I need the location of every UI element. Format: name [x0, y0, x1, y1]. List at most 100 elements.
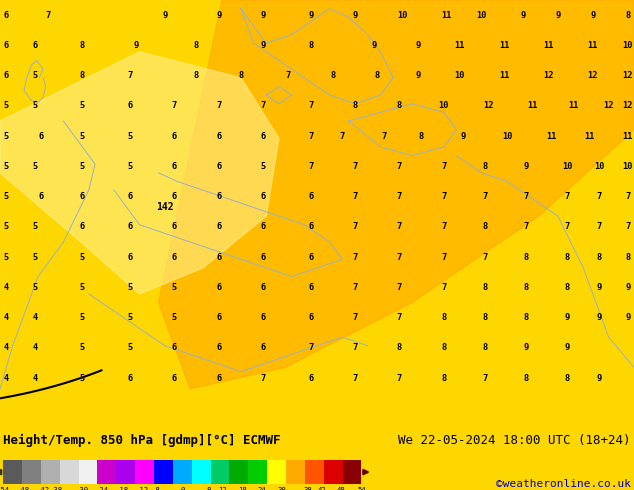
Text: 11: 11 — [547, 132, 557, 141]
Text: 12: 12 — [623, 101, 633, 110]
Text: 6: 6 — [308, 313, 313, 322]
Text: 0: 0 — [180, 487, 184, 490]
Text: 6: 6 — [172, 192, 177, 201]
Text: 6: 6 — [216, 374, 221, 383]
Text: 4: 4 — [32, 343, 37, 352]
Text: 12: 12 — [483, 101, 493, 110]
Text: 7: 7 — [524, 222, 529, 231]
Text: 6: 6 — [216, 313, 221, 322]
Text: 6: 6 — [172, 374, 177, 383]
Text: 8: 8 — [441, 374, 446, 383]
Text: 9: 9 — [416, 71, 421, 80]
Text: 6: 6 — [216, 132, 221, 141]
Text: 7: 7 — [381, 132, 386, 141]
Text: 48: 48 — [337, 487, 346, 490]
Text: 8: 8 — [397, 101, 402, 110]
Text: 7: 7 — [353, 343, 358, 352]
Text: 142: 142 — [156, 202, 174, 213]
Text: 10: 10 — [398, 11, 408, 20]
Bar — [98, 460, 116, 484]
Text: 7: 7 — [261, 374, 266, 383]
Text: 10: 10 — [623, 41, 633, 50]
Text: 7: 7 — [353, 313, 358, 322]
Text: 7: 7 — [441, 222, 446, 231]
Text: -12: -12 — [136, 487, 149, 490]
Text: 6: 6 — [172, 343, 177, 352]
Text: 8: 8 — [80, 41, 85, 50]
Bar — [210, 460, 230, 484]
Text: 7: 7 — [127, 71, 133, 80]
Text: 6: 6 — [127, 374, 133, 383]
Text: 9: 9 — [162, 11, 167, 20]
Text: 7: 7 — [397, 162, 402, 171]
Text: 7: 7 — [397, 374, 402, 383]
Text: 8: 8 — [565, 374, 570, 383]
Text: 6: 6 — [308, 374, 313, 383]
Text: 8: 8 — [80, 71, 85, 80]
Text: 10: 10 — [439, 101, 449, 110]
Text: 12: 12 — [623, 71, 633, 80]
Text: 12: 12 — [217, 487, 226, 490]
Text: 6: 6 — [39, 192, 44, 201]
Text: 12: 12 — [604, 101, 614, 110]
Text: 5: 5 — [172, 313, 177, 322]
Text: 9: 9 — [565, 343, 570, 352]
Text: 8: 8 — [194, 71, 199, 80]
Text: 5: 5 — [4, 101, 9, 110]
Text: 6: 6 — [308, 222, 313, 231]
Text: 6: 6 — [216, 162, 221, 171]
Text: 8: 8 — [482, 283, 488, 292]
Text: 54: 54 — [357, 487, 366, 490]
Text: 7: 7 — [524, 192, 529, 201]
Text: 6: 6 — [216, 222, 221, 231]
Text: -18: -18 — [116, 487, 129, 490]
Text: 8: 8 — [397, 343, 402, 352]
Text: 5: 5 — [80, 101, 85, 110]
Text: 8: 8 — [330, 71, 335, 80]
Text: 10: 10 — [455, 71, 465, 80]
Bar — [342, 460, 361, 484]
Text: 8: 8 — [482, 343, 488, 352]
Text: 7: 7 — [353, 162, 358, 171]
Text: 7: 7 — [625, 222, 630, 231]
Text: 4: 4 — [4, 343, 9, 352]
Text: 5: 5 — [127, 162, 133, 171]
Text: 8: 8 — [524, 313, 529, 322]
Text: 9: 9 — [524, 343, 529, 352]
Bar — [305, 460, 324, 484]
Text: 8: 8 — [482, 162, 488, 171]
Text: 7: 7 — [340, 132, 345, 141]
Text: 8: 8 — [524, 283, 529, 292]
Bar — [41, 460, 60, 484]
Text: 9: 9 — [416, 41, 421, 50]
Text: 6: 6 — [39, 132, 44, 141]
Text: 7: 7 — [216, 101, 221, 110]
Text: 8: 8 — [482, 313, 488, 322]
Text: 5: 5 — [127, 283, 133, 292]
Text: 5: 5 — [127, 343, 133, 352]
Text: 6: 6 — [32, 41, 37, 50]
Text: 8: 8 — [524, 374, 529, 383]
Bar — [249, 460, 267, 484]
Text: 9: 9 — [625, 283, 630, 292]
Text: 10: 10 — [594, 162, 604, 171]
Bar — [324, 460, 342, 484]
Text: 6: 6 — [80, 192, 85, 201]
Text: 9: 9 — [372, 41, 377, 50]
Text: 6: 6 — [261, 313, 266, 322]
Text: 5: 5 — [80, 253, 85, 262]
Text: 7: 7 — [565, 192, 570, 201]
Bar — [3, 460, 22, 484]
Text: 9: 9 — [521, 11, 526, 20]
Text: 6: 6 — [4, 71, 9, 80]
Text: 6: 6 — [308, 192, 313, 201]
Text: 8: 8 — [238, 71, 243, 80]
Text: 7: 7 — [308, 343, 313, 352]
Text: 6: 6 — [261, 192, 266, 201]
Text: 5: 5 — [261, 162, 266, 171]
Text: 6: 6 — [261, 253, 266, 262]
Bar — [60, 460, 79, 484]
Bar — [22, 460, 41, 484]
Text: 7: 7 — [172, 101, 177, 110]
Text: 11: 11 — [588, 41, 598, 50]
